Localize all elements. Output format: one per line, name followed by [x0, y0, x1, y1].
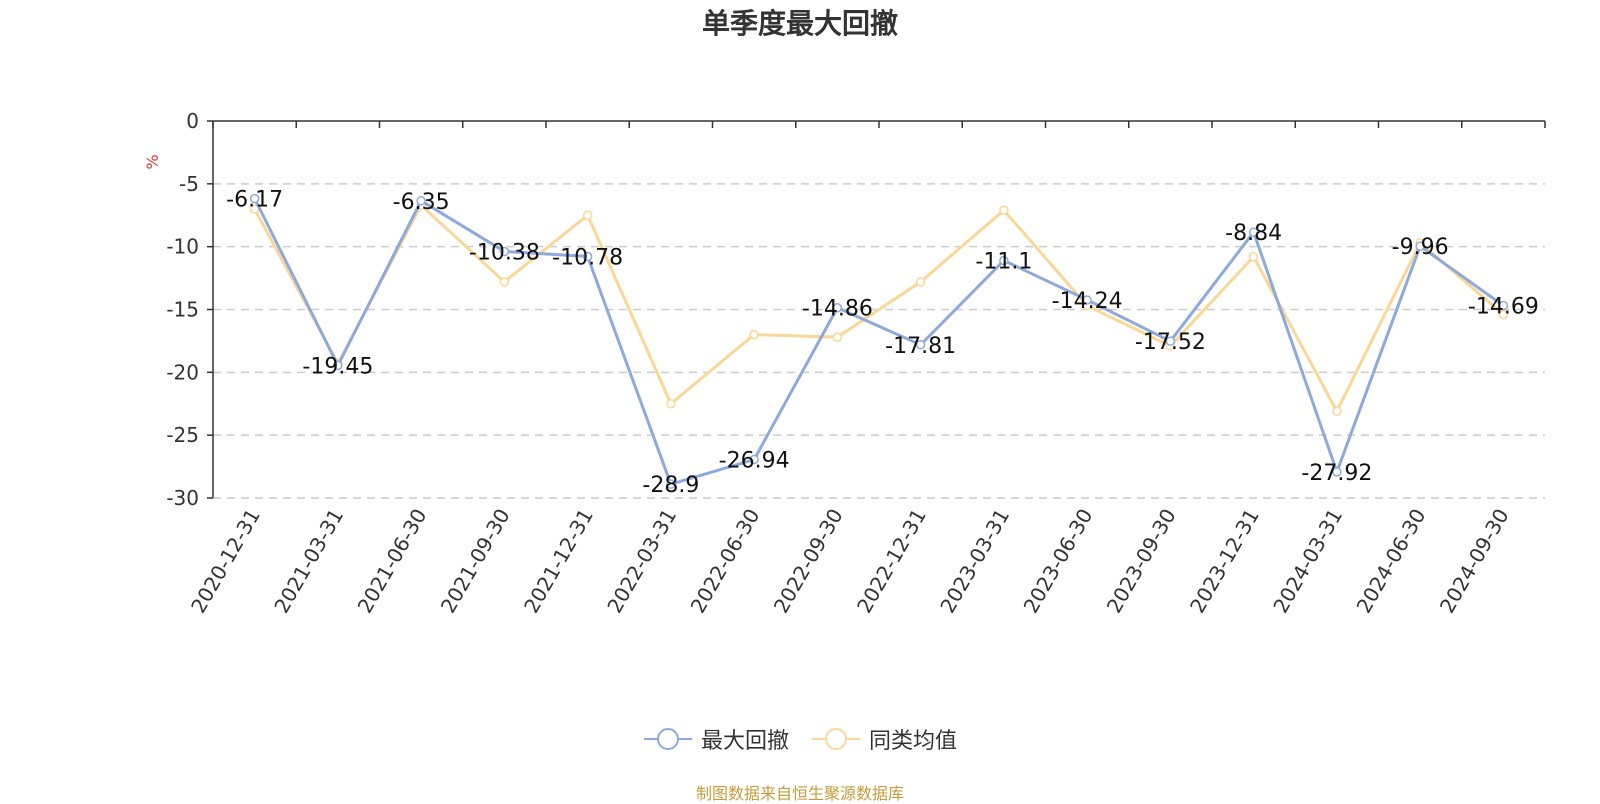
- series-line: [253, 197, 1505, 486]
- data-label: -17.52: [1135, 330, 1206, 355]
- x-tick-label: 2022-03-31: [602, 505, 681, 618]
- x-tick-label: 2021-12-31: [519, 505, 598, 618]
- legend-label: 最大回撤: [700, 729, 789, 754]
- source-note: 制图数据来自恒生聚源数据库: [695, 784, 904, 803]
- data-point: [1498, 300, 1509, 311]
- x-tick-label: 2023-12-31: [1185, 505, 1264, 618]
- x-tick-label: 2024-06-30: [1352, 505, 1431, 618]
- data-point: [416, 196, 426, 206]
- legend: 最大回撤 同类均值: [0, 724, 1600, 754]
- data-label: -8.84: [1225, 221, 1282, 246]
- data-point: [1415, 241, 1425, 251]
- x-tick-label: 2020-12-31: [186, 505, 265, 618]
- data-label: -6.17: [226, 188, 283, 213]
- data-label: -26.94: [719, 449, 790, 474]
- x-tick-label: 2021-03-31: [269, 505, 348, 618]
- data-label: -9.96: [1392, 235, 1449, 260]
- y-tick-label: -30: [166, 486, 199, 510]
- legend-marker-icon: [812, 728, 860, 750]
- data-point: [499, 277, 510, 287]
- legend-label: 同类均值: [869, 729, 958, 754]
- data-point: [333, 360, 343, 371]
- data-point: [999, 205, 1009, 215]
- data-point: [249, 193, 260, 204]
- y-tick-label: 0: [186, 109, 199, 133]
- series-line: [253, 203, 1505, 413]
- x-tick-label: 2024-03-31: [1268, 505, 1347, 618]
- data-label: -14.24: [1052, 289, 1123, 314]
- data-point: [666, 479, 676, 489]
- x-tick-label: 2022-06-30: [686, 505, 765, 618]
- data-label: -28.9: [642, 473, 699, 498]
- data-label: -6.35: [393, 190, 450, 215]
- y-axis-label: %: [143, 154, 162, 169]
- data-point: [749, 454, 759, 465]
- y-tick-label: -10: [166, 235, 199, 259]
- data-point: [499, 246, 510, 257]
- x-tick-label: 2022-12-31: [852, 505, 931, 618]
- data-label: -17.81: [885, 334, 956, 359]
- data-label: -14.86: [802, 297, 873, 322]
- data-point: [582, 210, 593, 220]
- data-point: [999, 255, 1009, 266]
- x-tick-label: 2021-09-30: [436, 505, 515, 618]
- data-point: [1332, 406, 1342, 417]
- legend-item-max-drawdown[interactable]: 最大回撤: [643, 723, 789, 755]
- data-label: -19.45: [302, 354, 373, 379]
- y-tick-label: -15: [166, 298, 199, 322]
- chart-title: 单季度最大回撤: [701, 7, 898, 40]
- data-point: [1498, 309, 1509, 320]
- data-point: [1082, 295, 1092, 305]
- y-tick-label: -20: [166, 360, 199, 384]
- data-label: -10.78: [552, 245, 623, 270]
- data-label: -27.92: [1301, 461, 1372, 486]
- legend-item-peer-average[interactable]: 同类均值: [811, 723, 957, 755]
- x-tick-label: 2024-09-30: [1435, 505, 1514, 618]
- x-tick-label: 2023-09-30: [1102, 505, 1181, 618]
- data-point: [832, 332, 843, 342]
- x-tick-label: 2021-06-30: [353, 505, 432, 618]
- data-label: -10.38: [469, 240, 540, 265]
- legend-marker-icon: [643, 728, 692, 750]
- x-tick-label: 2022-09-30: [769, 505, 848, 618]
- data-point: [1248, 251, 1259, 262]
- data-point: [915, 277, 926, 287]
- data-point: [1165, 336, 1176, 346]
- data-point: [749, 329, 759, 340]
- y-tick-label: -25: [166, 423, 199, 447]
- data-point: [1332, 467, 1342, 477]
- data-label: -14.69: [1468, 295, 1539, 320]
- x-tick-label: 2023-06-30: [1019, 505, 1098, 618]
- data-point: [915, 340, 926, 350]
- data-point: [1248, 227, 1259, 237]
- y-tick-label: -5: [179, 172, 199, 196]
- data-point: [582, 251, 593, 262]
- data-point: [832, 302, 843, 313]
- data-label: -11.1: [975, 249, 1032, 274]
- data-point: [666, 399, 676, 409]
- x-tick-label: 2023-03-31: [935, 505, 1014, 618]
